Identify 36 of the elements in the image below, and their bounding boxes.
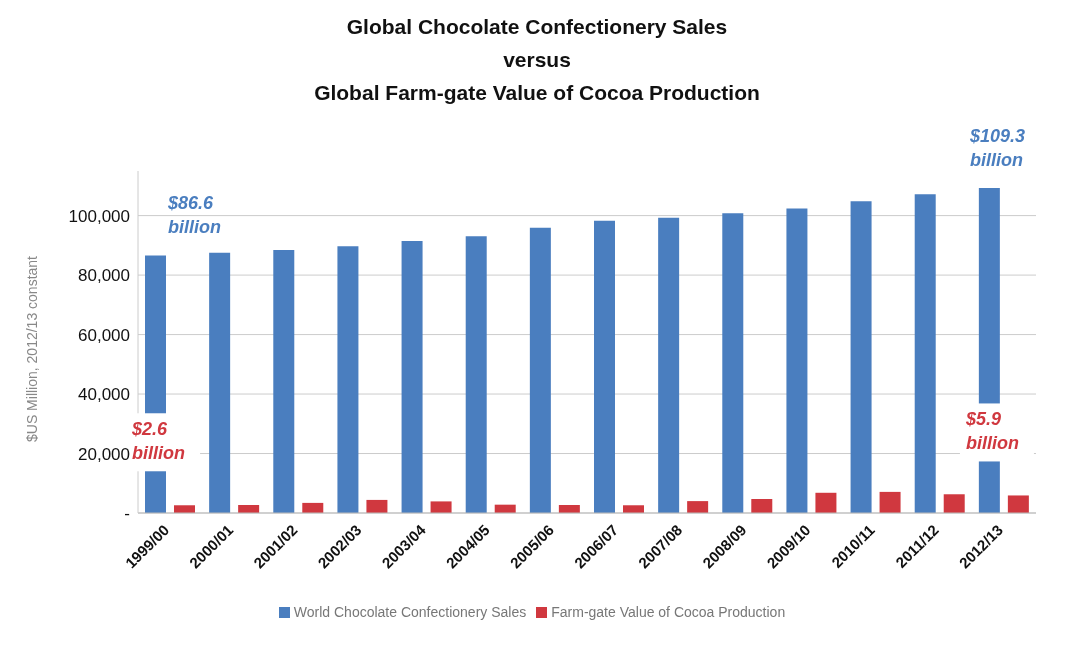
- y-tick-label: 100,000: [68, 206, 130, 226]
- annotation: $2.6 billion: [131, 419, 186, 464]
- bar: [273, 250, 295, 513]
- bar: [401, 240, 423, 513]
- bar: [815, 492, 837, 513]
- y-tick-label: 40,000: [78, 385, 130, 405]
- bar: [594, 220, 615, 513]
- bar: [465, 236, 487, 513]
- bar: [943, 494, 965, 513]
- annotation: $86.6 billion: [167, 193, 222, 238]
- legend-label: Farm-gate Value of Cocoa Production: [551, 604, 786, 620]
- y-axis-title: $US Million, 2012/13 constant: [24, 256, 40, 442]
- bar: [751, 499, 773, 513]
- y-tick-label: 20,000: [78, 444, 130, 464]
- bar: [623, 505, 644, 513]
- bar: [786, 208, 808, 513]
- bar: [914, 194, 936, 513]
- bar: [337, 246, 359, 513]
- bar: [366, 499, 388, 513]
- bar: [722, 213, 744, 513]
- legend-label: World Chocolate Confectionery Sales: [293, 604, 527, 620]
- bar: [430, 501, 452, 513]
- y-tick-label: 60,000: [78, 325, 130, 345]
- bar: [687, 501, 709, 513]
- bar: [174, 505, 195, 513]
- bar: [529, 227, 551, 513]
- bar: [209, 252, 231, 513]
- y-tick-label: -: [124, 504, 130, 524]
- bar: [1007, 495, 1029, 513]
- y-tick-label: 80,000: [78, 266, 130, 286]
- annotation: $109.3 billion: [968, 125, 1025, 170]
- bar: [850, 201, 872, 513]
- bar: [879, 491, 901, 513]
- bar: [658, 217, 680, 513]
- chart-title: Global Chocolate Confectionery Sales versus Global Farm-gate Value of Cocoa Production: [313, 14, 761, 106]
- annotation: $5.9 billion: [964, 409, 1019, 454]
